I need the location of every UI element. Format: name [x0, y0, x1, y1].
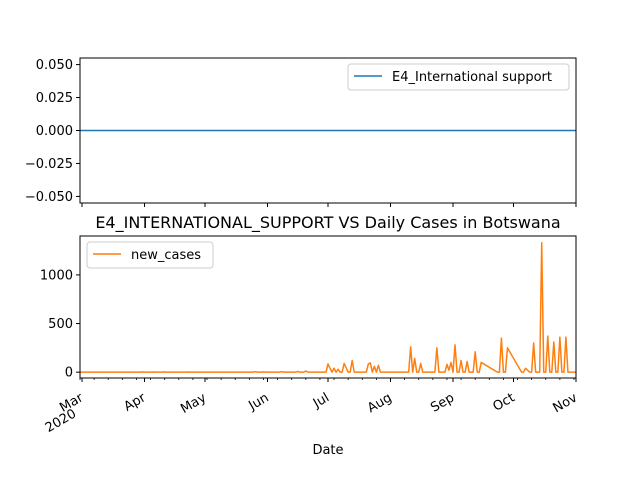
- chart-title: E4_INTERNATIONAL_SUPPORT VS Daily Cases …: [95, 213, 560, 233]
- series-line-new-cases: [80, 242, 576, 373]
- bottom-series-layer: [80, 242, 576, 373]
- bottom-plot-frame: [79, 235, 577, 379]
- top-y-tick-label: 0.025: [36, 91, 73, 106]
- bottom-y-axis-ticks: 0 500 1000: [40, 268, 80, 381]
- top-legend-box: [347, 63, 570, 91]
- top-y-tick-label: −0.025: [25, 157, 73, 172]
- top-plot-frame: [79, 57, 577, 204]
- top-legend-label: E4_International support: [392, 70, 552, 85]
- top-y-axis-ticks: −0.050 −0.025 0.000 0.025 0.050: [25, 58, 80, 205]
- top-panel: −0.050 −0.025 0.000 0.025 0.050 E4_Internati…: [25, 57, 577, 207]
- top-y-tick-label: −0.050: [25, 190, 73, 205]
- top-x-axis-ticks: [81, 203, 577, 207]
- bottom-legend-box: [86, 241, 214, 269]
- top-y-tick-label: 0.000: [36, 124, 73, 139]
- bottom-y-tick-label: 1000: [40, 268, 73, 283]
- bottom-x-tick-label: Jul: [310, 390, 332, 411]
- bottom-legend: new_cases: [86, 241, 214, 269]
- bottom-legend-label: new_cases: [131, 248, 201, 263]
- top-y-tick-label: 0.050: [36, 58, 73, 73]
- bottom-y-tick-label: 0: [65, 366, 73, 381]
- x-axis-label: Date: [312, 443, 343, 458]
- top-legend: E4_International support: [347, 63, 570, 91]
- bottom-y-tick-label: 500: [48, 317, 73, 332]
